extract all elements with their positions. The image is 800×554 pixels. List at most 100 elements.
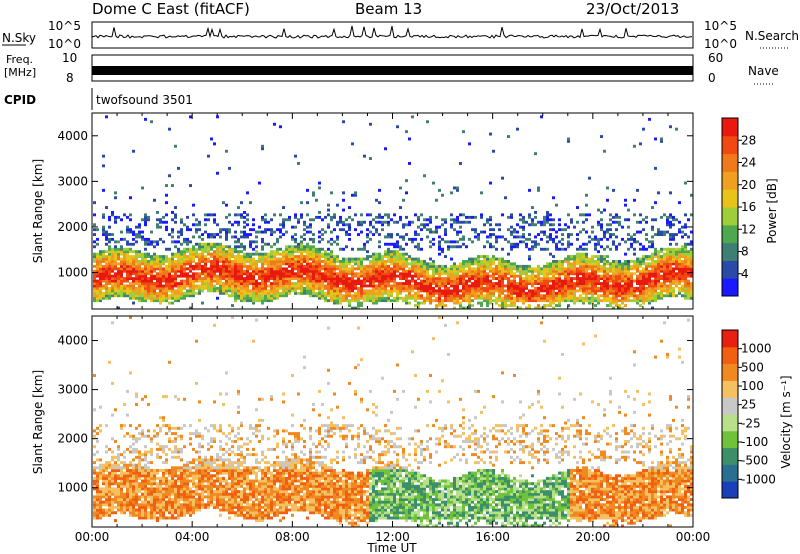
heatmap-cell xyxy=(657,260,660,263)
heatmap-cell xyxy=(471,294,474,298)
heatmap-cell xyxy=(207,218,210,222)
heatmap-cell xyxy=(537,282,540,285)
heatmap-cell xyxy=(438,274,441,278)
heatmap-cell xyxy=(117,284,120,288)
heatmap-cell xyxy=(516,291,519,295)
heatmap-cell xyxy=(585,286,588,290)
heatmap-cell xyxy=(660,291,663,295)
heatmap-cell xyxy=(270,250,273,254)
heatmap-cell xyxy=(399,284,402,288)
heatmap-cell xyxy=(684,286,687,290)
heatmap-cell xyxy=(636,257,639,261)
heatmap-cell xyxy=(147,269,150,273)
heatmap-cell xyxy=(186,267,189,271)
heatmap-cell xyxy=(240,282,243,285)
heatmap-cell xyxy=(102,500,105,504)
heatmap-cell xyxy=(348,272,351,276)
heatmap-cell xyxy=(477,262,480,266)
heatmap-cell xyxy=(321,233,324,236)
heatmap-cell xyxy=(438,284,441,288)
heatmap-cell xyxy=(555,260,558,263)
heatmap-cell xyxy=(543,296,546,300)
heatmap-cell xyxy=(225,245,228,249)
heatmap-cell xyxy=(624,264,627,268)
heatmap-cell xyxy=(486,277,489,280)
heatmap-cell xyxy=(360,291,363,295)
heatmap-cell xyxy=(162,286,165,290)
heatmap-cell xyxy=(399,286,402,290)
heatmap-cell xyxy=(546,235,549,239)
heatmap-cell xyxy=(174,245,177,249)
heatmap-cell xyxy=(117,500,120,504)
heatmap-cell xyxy=(348,282,351,285)
heatmap-cell xyxy=(108,257,111,261)
heatmap-cell xyxy=(96,487,99,491)
freq-label: Freq. xyxy=(6,53,33,66)
heatmap-cell xyxy=(228,279,231,283)
heatmap-cell xyxy=(312,267,315,271)
heatmap-cell xyxy=(312,291,315,295)
heatmap-cell xyxy=(672,289,675,293)
heatmap-cell xyxy=(570,289,573,293)
heatmap-cell xyxy=(117,250,120,254)
heatmap-cell xyxy=(246,255,249,258)
heatmap-cell xyxy=(270,260,273,263)
heatmap-cell xyxy=(414,269,417,273)
heatmap-cell xyxy=(168,286,171,290)
heatmap-cell xyxy=(669,282,672,285)
heatmap-cell xyxy=(669,255,672,258)
heatmap-cell xyxy=(240,269,243,273)
heatmap-cell xyxy=(303,237,306,241)
heatmap-cell xyxy=(501,235,504,239)
heatmap-cell xyxy=(489,267,492,271)
heatmap-cell xyxy=(513,277,516,280)
heatmap-cell xyxy=(180,286,183,290)
heatmap-cell xyxy=(351,272,354,276)
heatmap-cell xyxy=(228,166,231,170)
heatmap-cell xyxy=(183,260,186,263)
heatmap-cell xyxy=(666,262,669,266)
heatmap-cell xyxy=(132,294,135,298)
heatmap-cell xyxy=(312,240,315,244)
heatmap-cell xyxy=(612,233,615,236)
heatmap-cell xyxy=(261,279,264,283)
heatmap-cell xyxy=(504,274,507,278)
heatmap-cell xyxy=(324,257,327,261)
heatmap-cell xyxy=(327,291,330,295)
heatmap-cell xyxy=(108,289,111,293)
heatmap-cell xyxy=(444,277,447,280)
heatmap-cell xyxy=(357,260,360,263)
heatmap-cell xyxy=(288,289,291,293)
heatmap-cell xyxy=(609,267,612,271)
heatmap-cell xyxy=(408,162,411,165)
heatmap-cell xyxy=(174,284,177,288)
heatmap-cell xyxy=(213,257,216,261)
heatmap-cell xyxy=(519,284,522,288)
heatmap-cell xyxy=(462,274,465,278)
heatmap-cell xyxy=(231,294,234,298)
heatmap-cell xyxy=(525,279,528,283)
heatmap-cell xyxy=(525,296,528,300)
heatmap-cell xyxy=(483,296,486,300)
heatmap-cell xyxy=(93,260,96,263)
heatmap-cell xyxy=(654,279,657,283)
heatmap-cell xyxy=(348,294,351,298)
heatmap-cell xyxy=(216,274,219,278)
heatmap-cell xyxy=(126,484,129,488)
heatmap-cell xyxy=(150,255,153,258)
heatmap-cell xyxy=(474,274,477,278)
heatmap-cell xyxy=(93,505,96,509)
heatmap-cell xyxy=(618,294,621,298)
heatmap-cell xyxy=(93,495,96,499)
heatmap-cell xyxy=(360,294,363,298)
heatmap-cell xyxy=(651,252,654,256)
heatmap-cell xyxy=(543,272,546,276)
heatmap-cell xyxy=(93,508,96,512)
heatmap-cell xyxy=(612,286,615,290)
heatmap-cell xyxy=(246,291,249,295)
heatmap-cell xyxy=(153,277,156,280)
heatmap-cell xyxy=(405,279,408,283)
heatmap-cell xyxy=(117,503,120,507)
heatmap-cell xyxy=(369,284,372,288)
heatmap-cell xyxy=(534,289,537,293)
